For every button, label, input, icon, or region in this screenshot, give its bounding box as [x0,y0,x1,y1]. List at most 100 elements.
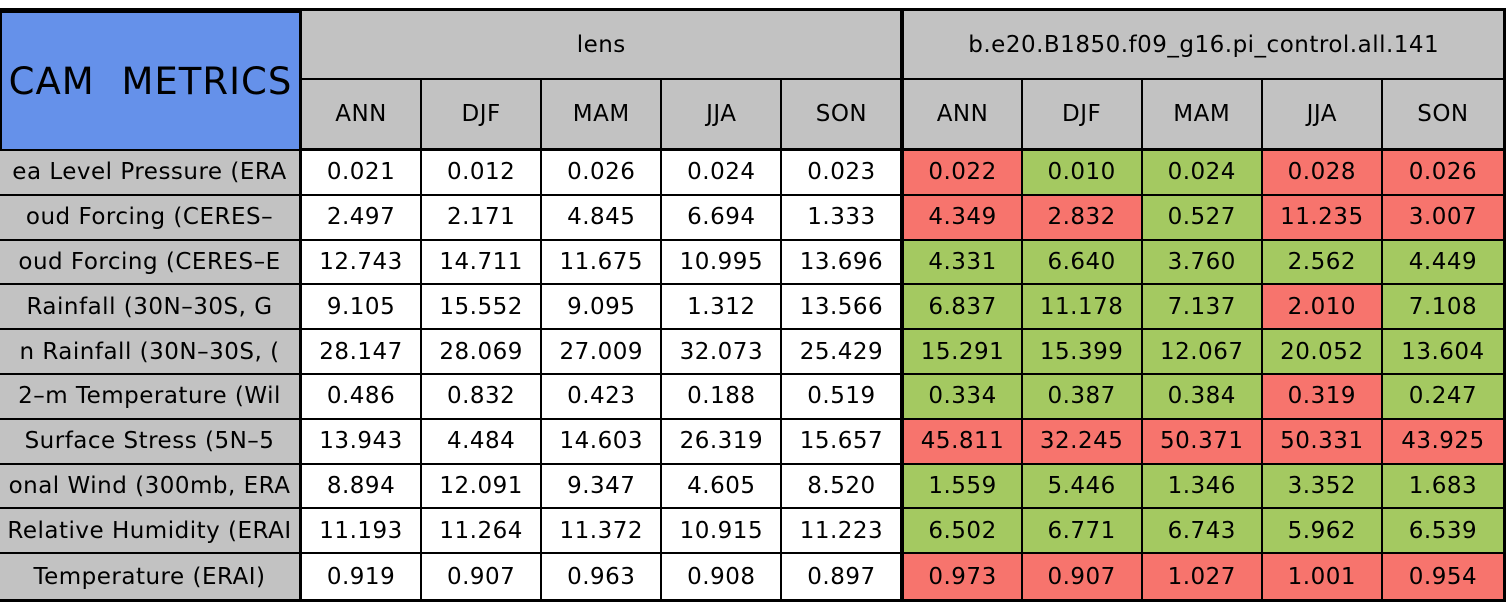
lens-value-cell: 0.021 [302,151,423,196]
run-value-cell-better: 0.527 [1142,195,1263,241]
run-value-cell-worse: 50.331 [1262,419,1383,465]
run-value-cell-better: 5.962 [1262,509,1383,555]
run-value-cell-better: 1.683 [1382,464,1503,510]
run-value-cell-worse: 2.010 [1262,285,1383,331]
season-header-run-jja: JJA [1262,80,1383,151]
lens-value-cell: 0.907 [422,554,543,599]
lens-value-cell: 13.696 [782,240,903,286]
lens-value-cell: 11.223 [782,509,903,555]
lens-value-cell: 0.919 [302,554,423,599]
run-value-cell-better: 20.052 [1262,330,1383,375]
lens-value-cell: 10.915 [662,509,783,555]
lens-value-cell: 11.372 [542,509,663,555]
run-value-cell-worse: 0.026 [1382,151,1503,196]
run-value-cell-better: 2.562 [1262,240,1383,286]
run-value-cell-worse: 0.973 [902,554,1023,599]
metric-label: onal Wind (300mb, ERA [0,464,302,510]
lens-value-cell: 11.675 [542,240,663,286]
run-value-cell-better: 0.024 [1142,151,1263,196]
lens-value-cell: 12.091 [422,464,543,510]
lens-value-cell: 8.520 [782,464,903,510]
run-value-cell-worse: 0.954 [1382,554,1503,599]
run-value-cell-better: 6.743 [1142,509,1263,555]
lens-value-cell: 4.484 [422,419,543,465]
lens-value-cell: 2.171 [422,195,543,241]
lens-value-cell: 13.566 [782,285,903,331]
lens-value-cell: 1.333 [782,195,903,241]
table-title: CAM METRICS [0,11,302,151]
season-header-lens-mam: MAM [542,80,663,151]
lens-value-cell: 28.069 [422,330,543,375]
run-value-cell-worse: 0.028 [1262,151,1383,196]
lens-value-cell: 0.486 [302,374,423,420]
lens-value-cell: 4.605 [662,464,783,510]
run-value-cell-better: 6.539 [1382,509,1503,555]
run-value-cell-worse: 0.319 [1262,374,1383,420]
run-value-cell-better: 1.559 [902,464,1023,510]
metric-label: Temperature (ERAI) [0,554,302,599]
metric-label: ea Level Pressure (ERA [0,151,302,196]
lens-value-cell: 0.023 [782,151,903,196]
lens-value-cell: 15.657 [782,419,903,465]
lens-value-cell: 1.312 [662,285,783,331]
run-value-cell-better: 0.247 [1382,374,1503,420]
column-group-lens: lens [302,11,903,80]
season-header-run-son: SON [1382,80,1503,151]
run-value-cell-better: 15.399 [1022,330,1143,375]
metric-label: Rainfall (30N–30S, G [0,285,302,331]
season-header-lens-ann: ANN [302,80,423,151]
run-value-cell-better: 4.331 [902,240,1023,286]
lens-value-cell: 12.743 [302,240,423,286]
lens-value-cell: 0.188 [662,374,783,420]
cam-metrics-table: CAM METRICS lens b.e20.B1850.f09_g16.pi_… [0,8,1506,602]
lens-value-cell: 9.105 [302,285,423,331]
run-value-cell-better: 3.352 [1262,464,1383,510]
metric-label: Surface Stress (5N–5 [0,419,302,465]
run-value-cell-worse: 45.811 [902,419,1023,465]
run-value-cell-worse: 3.007 [1382,195,1503,241]
lens-value-cell: 14.711 [422,240,543,286]
lens-value-cell: 9.347 [542,464,663,510]
run-value-cell-better: 0.010 [1022,151,1143,196]
run-value-cell-better: 12.067 [1142,330,1263,375]
lens-value-cell: 32.073 [662,330,783,375]
metric-label: Relative Humidity (ERAI [0,509,302,555]
run-value-cell-better: 15.291 [902,330,1023,375]
season-header-run-mam: MAM [1142,80,1263,151]
metric-label: 2–m Temperature (Wil [0,374,302,420]
lens-value-cell: 27.009 [542,330,663,375]
run-value-cell-better: 13.604 [1382,330,1503,375]
lens-value-cell: 0.423 [542,374,663,420]
run-value-cell-worse: 0.907 [1022,554,1143,599]
run-value-cell-worse: 32.245 [1022,419,1143,465]
run-value-cell-better: 11.178 [1022,285,1143,331]
season-header-lens-jja: JJA [662,80,783,151]
metric-label: oud Forcing (CERES–E [0,240,302,286]
run-value-cell-worse: 2.832 [1022,195,1143,241]
run-value-cell-worse: 0.022 [902,151,1023,196]
run-value-cell-better: 0.384 [1142,374,1263,420]
run-value-cell-better: 6.771 [1022,509,1143,555]
season-header-run-ann: ANN [902,80,1023,151]
run-value-cell-better: 7.137 [1142,285,1263,331]
run-value-cell-better: 4.449 [1382,240,1503,286]
run-value-cell-worse: 1.027 [1142,554,1263,599]
lens-value-cell: 0.024 [662,151,783,196]
run-value-cell-better: 5.446 [1022,464,1143,510]
lens-value-cell: 4.845 [542,195,663,241]
lens-value-cell: 0.963 [542,554,663,599]
metric-label: n Rainfall (30N–30S, ( [0,330,302,375]
lens-value-cell: 26.319 [662,419,783,465]
lens-value-cell: 14.603 [542,419,663,465]
lens-value-cell: 13.943 [302,419,423,465]
lens-value-cell: 2.497 [302,195,423,241]
run-value-cell-better: 6.837 [902,285,1023,331]
run-value-cell-worse: 11.235 [1262,195,1383,241]
run-value-cell-better: 3.760 [1142,240,1263,286]
metric-label: oud Forcing (CERES– [0,195,302,241]
lens-value-cell: 0.026 [542,151,663,196]
run-value-cell-worse: 43.925 [1382,419,1503,465]
lens-value-cell: 28.147 [302,330,423,375]
lens-value-cell: 0.897 [782,554,903,599]
